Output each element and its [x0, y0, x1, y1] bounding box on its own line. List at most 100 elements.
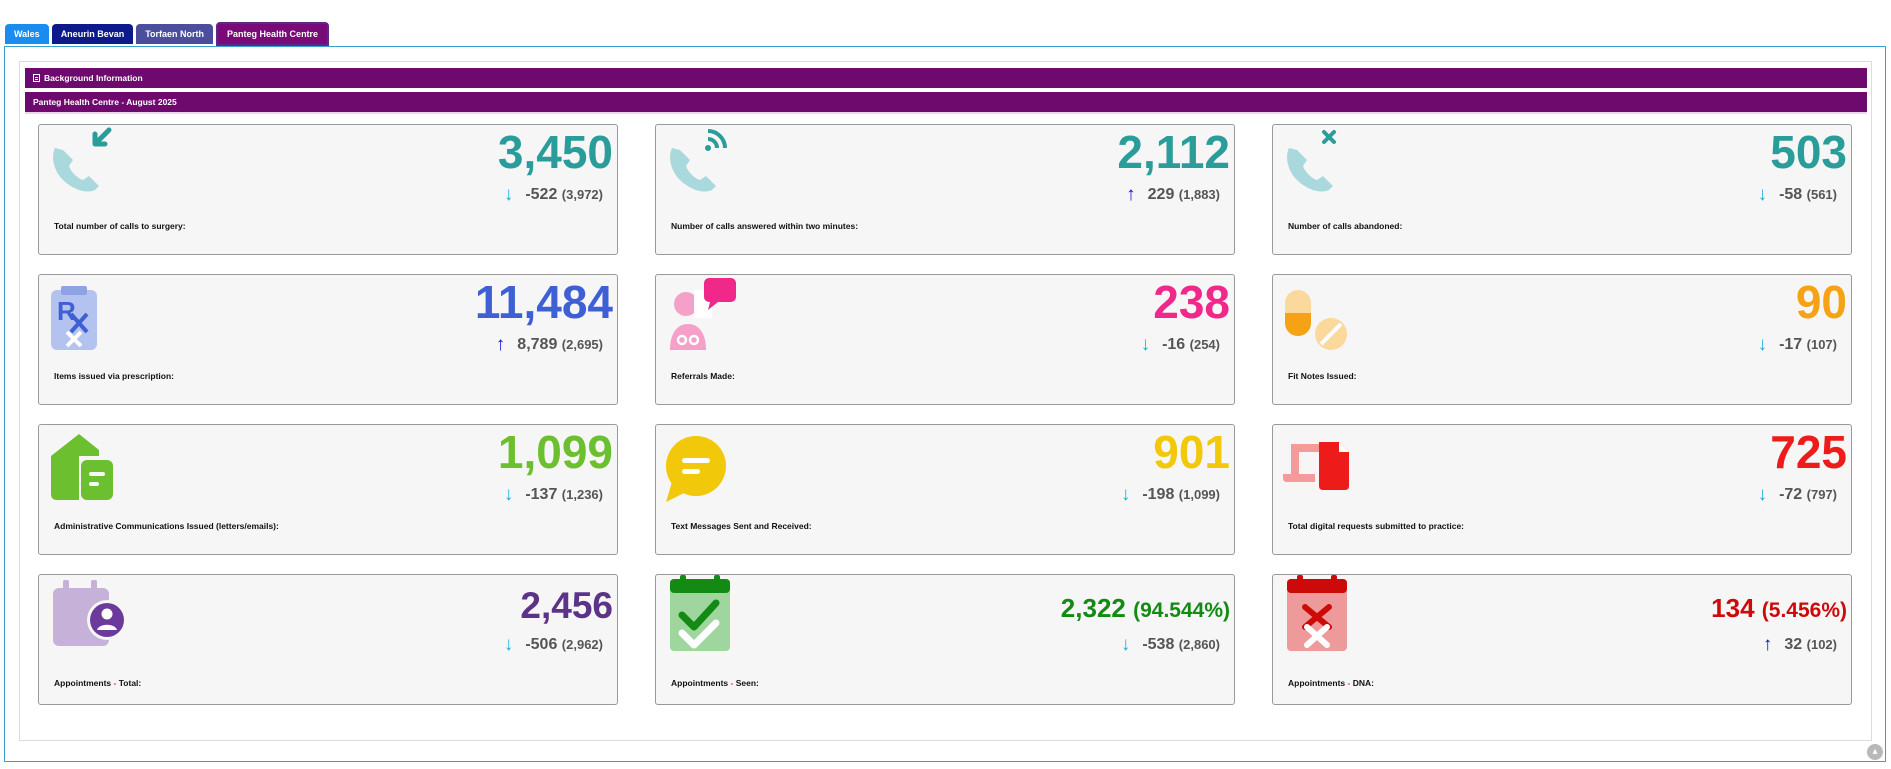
stat-delta: -58	[1779, 186, 1803, 203]
arrow-up-icon: ↑	[1762, 634, 1773, 655]
arrow-down-icon: ↓	[1120, 484, 1131, 505]
mail-house-icon	[51, 434, 113, 500]
stat-value-number: 134	[1711, 593, 1755, 623]
stat-value: 1,099	[497, 426, 613, 478]
section-title: Panteg Health Centre - August 2025	[33, 97, 177, 107]
stat-card-appointments-total: 2,456 ↓ -506 (2,962) Appointments - Total…	[38, 574, 618, 705]
stat-label: Text Messages Sent and Received:	[671, 521, 812, 531]
stat-delta: -16	[1162, 336, 1186, 353]
stat-value: 238	[1153, 276, 1230, 328]
stat-label-suffix: Seen:	[735, 678, 759, 688]
stat-delta: -506	[525, 636, 558, 653]
stat-previous: (107)	[1806, 337, 1837, 352]
stat-card-admin-communications: 1,099 ↓ -137 (1,236) Administrative Commu…	[38, 424, 618, 555]
arrow-up-icon: ↑	[495, 334, 506, 355]
stat-delta: -72	[1779, 486, 1803, 503]
stat-label: Appointments - Total:	[54, 678, 141, 688]
stat-value: 725	[1770, 426, 1847, 478]
arrow-down-icon: ↓	[1757, 334, 1768, 355]
arrow-down-icon: ↓	[503, 184, 514, 205]
stat-label: Fit Notes Issued:	[1288, 371, 1357, 381]
stat-card-appointments-seen: 2,322 (94.544%) ↓ -538 (2,860) Appointmen…	[655, 574, 1235, 705]
stat-card-fit-notes: 90 ↓ -17 (107) Fit Notes Issued:	[1272, 274, 1852, 405]
stat-value: 503	[1770, 126, 1847, 178]
document-icon	[33, 74, 40, 82]
stat-label-suffix: Total:	[118, 678, 142, 688]
stat-card-referrals: 238 ↓ -16 (254) Referrals Made:	[655, 274, 1235, 405]
stat-change: ↓ -522 (3,972)	[504, 184, 603, 206]
digital-request-icon	[1283, 442, 1349, 490]
stat-change: ↑ 229 (1,883)	[1126, 184, 1220, 206]
stat-value: 901	[1153, 426, 1230, 478]
stat-previous: (561)	[1806, 187, 1837, 202]
background-information-header[interactable]: Background Information	[25, 68, 1867, 88]
stat-change: ↓ -58 (561)	[1758, 184, 1837, 206]
stat-value: 90	[1795, 276, 1847, 328]
stat-change: ↑ 32 (102)	[1763, 634, 1837, 656]
tab-aneurin-bevan[interactable]: Aneurin Bevan	[51, 24, 134, 44]
stat-value: 3,450	[497, 126, 613, 178]
stat-label-prefix: Appointments	[671, 678, 729, 688]
stat-value: 2,456	[520, 585, 613, 626]
stat-delta: 32	[1784, 636, 1803, 653]
label-separator: -	[730, 678, 734, 688]
arrow-up-icon: ↑	[1126, 184, 1136, 205]
stat-percentage: (5.456%)	[1761, 599, 1847, 622]
stat-card-text-messages: 901 ↓ -198 (1,099) Text Messages Sent and…	[655, 424, 1235, 555]
stat-delta: 229	[1147, 186, 1175, 203]
stat-label: Items issued via prescription:	[54, 371, 174, 381]
chevron-up-icon: ▴	[1872, 746, 1878, 757]
tab-torfaen-north[interactable]: Torfaen North	[136, 24, 214, 44]
label-separator: -	[113, 678, 117, 688]
stat-change: ↓ -538 (2,860)	[1121, 634, 1220, 656]
tab-panel: Background Information Panteg Health Cen…	[4, 46, 1886, 762]
tab-bar: Wales Aneurin Bevan Torfaen North Panteg…	[5, 22, 330, 46]
stat-label: Referrals Made:	[671, 371, 735, 381]
stat-change: ↓ -198 (1,099)	[1121, 484, 1220, 506]
stat-label: Total digital requests submitted to prac…	[1288, 521, 1465, 531]
calendar-user-icon	[53, 580, 127, 646]
stat-card-prescriptions: R 11,484 ↑ 8,789 (2,695) Items issued via…	[38, 274, 618, 405]
phone-answered-icon	[670, 129, 727, 192]
dashboard-container: Background Information Panteg Health Cen…	[19, 61, 1872, 741]
stat-previous: (1,883)	[1178, 187, 1220, 202]
stat-previous: (254)	[1189, 337, 1220, 352]
arrow-down-icon: ↓	[1757, 184, 1768, 205]
stat-value: 11,484	[474, 276, 613, 328]
stat-previous: (2,860)	[1178, 637, 1220, 652]
pills-icon	[1285, 290, 1347, 350]
prescription-icon: R	[51, 286, 97, 350]
stat-label: Number of calls abandoned:	[1288, 221, 1403, 231]
tab-panteg-health-centre[interactable]: Panteg Health Centre	[216, 22, 330, 46]
background-information-title: Background Information	[44, 73, 143, 83]
stat-delta: 8,789	[517, 336, 558, 353]
phone-abandoned-icon	[1287, 130, 1336, 192]
stat-change: ↑ 8,789 (2,695)	[496, 334, 603, 356]
stat-change: ↓ -506 (2,962)	[504, 634, 603, 656]
stat-previous: (1,099)	[1178, 487, 1220, 502]
scroll-to-top-button[interactable]: ▴	[1867, 744, 1883, 760]
label-separator: -	[1347, 678, 1351, 688]
stat-card-calls-answered: 2,112 ↑ 229 (1,883) Number of calls answe…	[655, 124, 1235, 255]
stat-value: 2,322 (94.544%)	[1061, 591, 1230, 628]
stat-card-digital-requests: 725 ↓ -72 (797) Total digital requests su…	[1272, 424, 1852, 555]
section-header: Panteg Health Centre - August 2025	[25, 92, 1867, 114]
stat-card-appointments-dna: 134 (5.456%) ↑ 32 (102) Appointments - DN…	[1272, 574, 1852, 705]
stat-delta: -198	[1142, 486, 1175, 503]
stat-label: Appointments - DNA:	[1288, 678, 1374, 688]
tab-wales[interactable]: Wales	[5, 24, 49, 44]
stat-value-number: 2,322	[1060, 593, 1126, 623]
stat-change: ↓ -16 (254)	[1141, 334, 1220, 356]
stat-change: ↓ -72 (797)	[1758, 484, 1837, 506]
stat-previous: (2,962)	[561, 637, 603, 652]
arrow-down-icon: ↓	[503, 634, 514, 655]
calendar-check-icon	[670, 575, 730, 651]
stat-label: Administrative Communications Issued (le…	[54, 521, 279, 531]
stat-delta: -137	[525, 486, 558, 503]
stat-label: Appointments - Seen:	[671, 678, 759, 688]
arrow-down-icon: ↓	[1120, 634, 1131, 655]
stat-change: ↓ -17 (107)	[1758, 334, 1837, 356]
chat-bubble-icon	[666, 436, 726, 502]
stat-label-prefix: Appointments	[1288, 678, 1346, 688]
arrow-down-icon: ↓	[1757, 484, 1768, 505]
